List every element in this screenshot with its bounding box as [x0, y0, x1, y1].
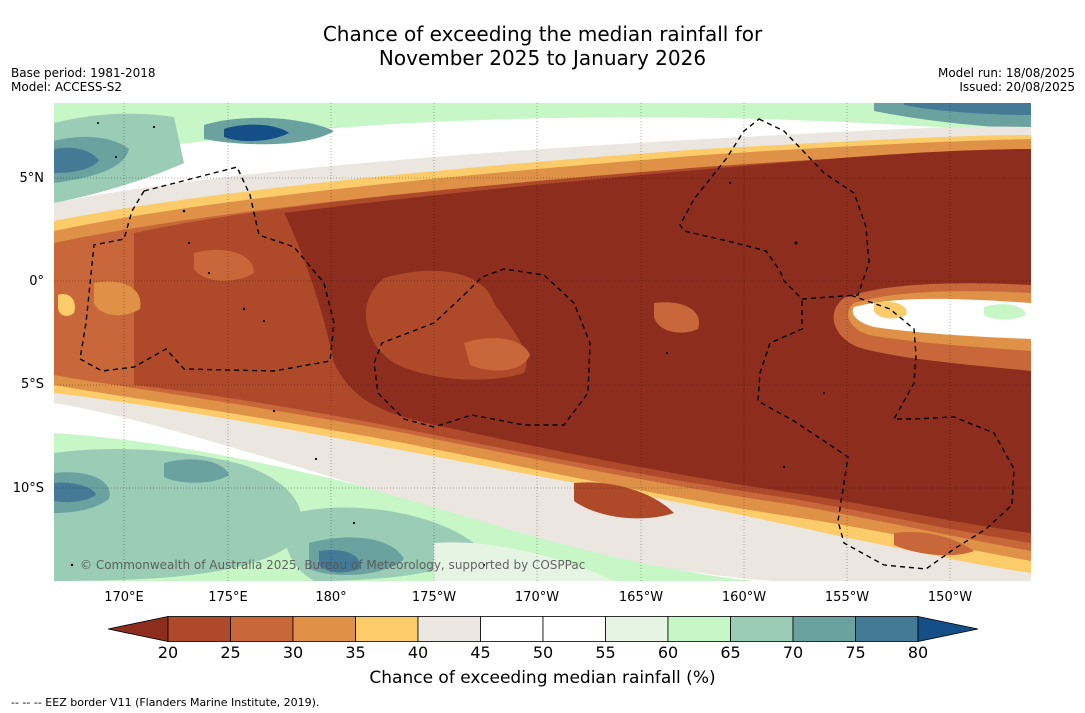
eez-border-central: [373, 268, 591, 428]
south-blue-patch: [319, 549, 360, 573]
issued-date: Issued: 20/08/2025: [959, 80, 1075, 94]
colorbar-tick-label: 55: [595, 643, 616, 662]
lat-label-5s: 5°S: [20, 377, 44, 392]
eez-footnote: -- -- -- EEZ border V11 (Flanders Marine…: [11, 696, 320, 709]
south-light-green: [434, 542, 614, 581]
eez-borders: [79, 118, 1015, 570]
gridlines: [54, 103, 1031, 581]
copyright-notice: © Commonwealth of Australia 2025, Bureau…: [80, 558, 586, 572]
north-blue-patch: [224, 124, 289, 142]
colorbar-segment: [167, 616, 231, 642]
lon-label-170e: 170°E: [104, 590, 144, 605]
central-orange-spot: [464, 338, 530, 371]
colorbar-tick-label: 30: [282, 643, 304, 662]
colorbar-svg: [107, 616, 979, 642]
island-specks: [70, 122, 826, 567]
sw-blue: [54, 482, 96, 503]
colorbar-segment: [292, 616, 356, 642]
colorbar-tick-label: 65: [720, 643, 741, 662]
mid-orange-spot: [654, 302, 700, 333]
colorbar-tick-label: 20: [157, 643, 179, 662]
lon-label-170w: 170°W: [514, 590, 560, 605]
colorbar-segment: [480, 616, 544, 642]
colorbar-tick-label: 60: [657, 643, 679, 662]
model-name: Model: ACCESS-S2: [11, 80, 123, 94]
east-yellow-spot: [874, 301, 907, 319]
colorbar-tick-label: 45: [470, 643, 491, 662]
colorbar-arrow-low: [107, 616, 169, 642]
lon-label-175w: 175°W: [411, 590, 457, 605]
title-line-1: Chance of exceeding the median rainfall …: [322, 22, 763, 46]
lon-label-175e: 175°E: [208, 590, 248, 605]
colorbar-tick-label: 40: [407, 643, 429, 662]
south-brown-spot: [574, 482, 674, 519]
lon-label-180: 180°: [315, 590, 347, 605]
east-green-spot: [984, 304, 1026, 320]
colorbar-tick-label: 75: [845, 643, 866, 662]
colorbar-segment: [417, 616, 481, 642]
title-line-2: November 2025 to January 2026: [378, 46, 707, 70]
colorbar-segment: [542, 616, 606, 642]
rainfall-map: [54, 103, 1031, 581]
model-run: Model run: 18/08/2025: [937, 66, 1075, 80]
colorbar-segment: [355, 616, 419, 642]
colorbar-segment: [605, 616, 669, 642]
nw-blue: [54, 147, 99, 173]
meta-right: Model run: 18/08/2025 Issued: 20/08/2025: [938, 66, 1075, 94]
lat-label-10s: 10°S: [12, 481, 44, 496]
lat-label-0: 0°: [29, 274, 44, 289]
colorbar-tick-label: 70: [782, 643, 804, 662]
west-yellow-spot: [58, 293, 75, 316]
colorbar-segment: [855, 616, 919, 642]
colorbar-label: Chance of exceeding median rainfall (%): [369, 668, 716, 688]
colorbar-tick-label: 50: [532, 643, 554, 662]
colorbar-tick-label: 80: [907, 643, 929, 662]
colorbar-segment: [230, 616, 294, 642]
driest-region: [284, 149, 1031, 533]
ne-blue-patch: [904, 103, 1031, 115]
eez-border-southeast: [757, 294, 1015, 570]
west-orange-patch: [94, 281, 141, 316]
map-svg: [54, 103, 1031, 581]
se-orange-spot: [894, 531, 974, 556]
eez-border-west: [79, 166, 335, 372]
lon-label-165w: 165°W: [618, 590, 664, 605]
colorbar-segment: [667, 616, 731, 642]
base-period: Base period: 1981-2018: [11, 66, 156, 80]
map-title: Chance of exceeding the median rainfall …: [0, 22, 1085, 70]
meta-left: Base period: 1981-2018 Model: ACCESS-S2: [11, 66, 156, 94]
colorbar-tick-label: 35: [345, 643, 366, 662]
south-teal-patch: [164, 459, 229, 483]
lon-label-160w: 160°W: [721, 590, 767, 605]
colorbar-tick-label: 25: [220, 643, 241, 662]
lon-label-155w: 155°W: [824, 590, 870, 605]
colorbar-segment: [792, 616, 856, 642]
colorbar: [107, 616, 979, 642]
colorbar-arrow-high: [917, 616, 979, 642]
colorbar-segment: [730, 616, 794, 642]
sw-teal-region: [54, 449, 302, 581]
lon-label-150w: 150°W: [927, 590, 973, 605]
lat-label-5n: 5°N: [19, 171, 45, 186]
north-green-band: [54, 103, 1031, 163]
